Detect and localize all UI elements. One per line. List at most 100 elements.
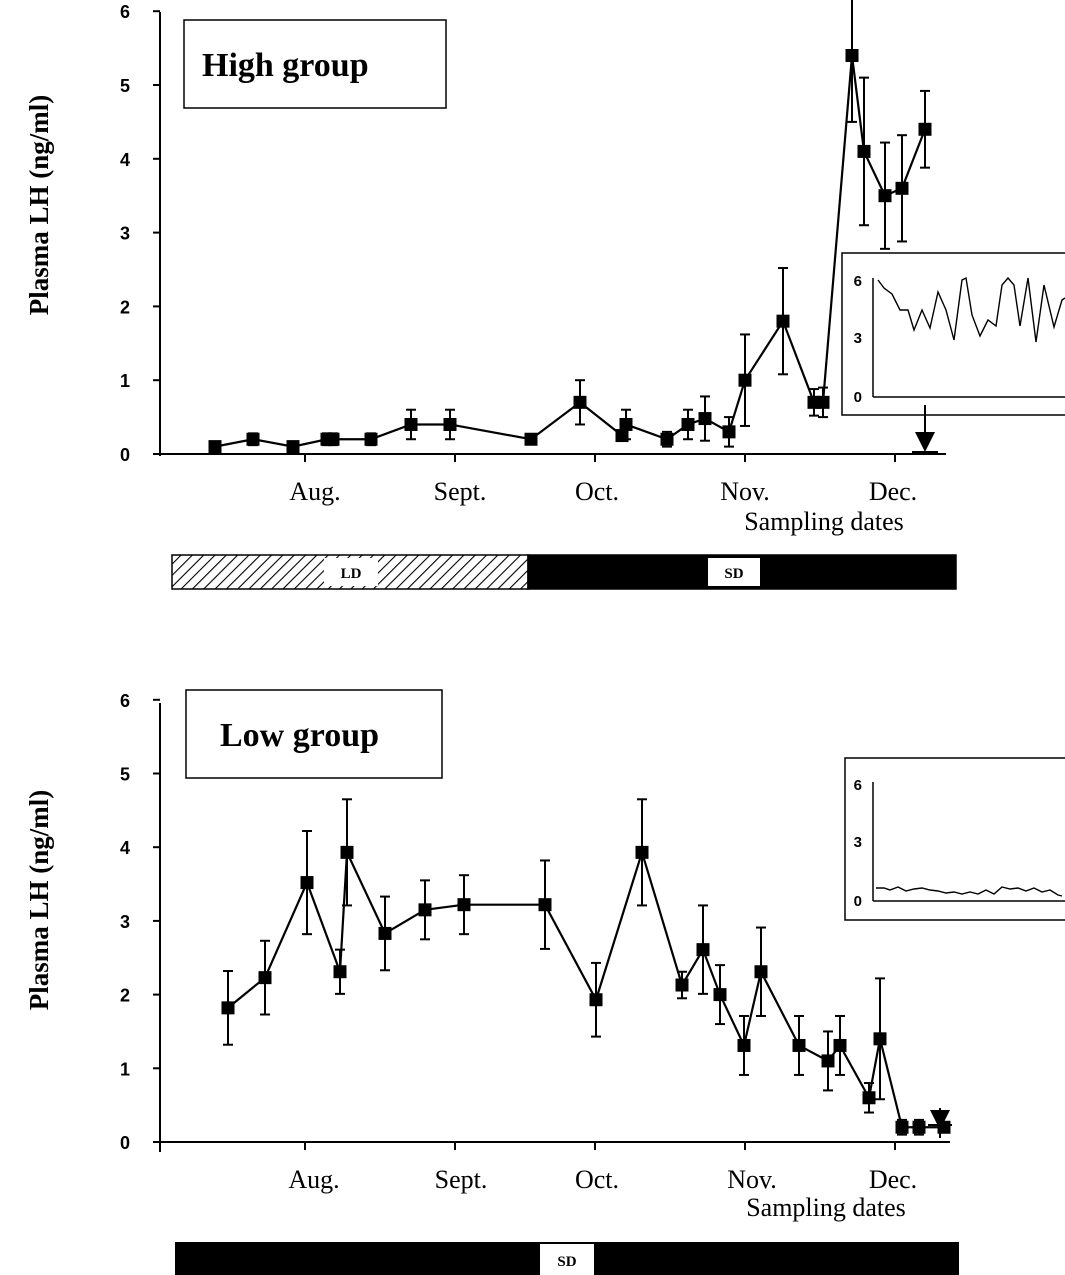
x-tick-label: Oct. [575,477,619,506]
x-tick-labels: Aug. Sept. Oct. Nov. Dec. [289,454,917,506]
data-point [696,943,710,957]
x-tick-label: Oct. [575,1165,619,1194]
data-point [457,898,471,912]
y-tick-label: 0 [120,1133,130,1153]
data-point [404,417,418,431]
x-tick-labels: Aug. Sept. Oct. Nov. Dec. [288,1142,917,1194]
data-point [873,1032,887,1046]
data-point [895,181,909,195]
group-label: Low group [220,717,379,754]
series-line [227,848,944,1129]
data-point [340,845,354,859]
sd-label: SD [724,566,743,582]
y-tick-label: 3 [120,224,130,244]
high-group-panel: Plasma LH (ng/ml) 0 1 2 3 4 5 6 Aug. Sept. Oct. N… [24,0,1065,590]
y-tick-label: 3 [120,912,130,932]
low-group-panel: Plasma LH (ng/ml) 0 1 2 3 4 5 6 Aug. Sept. Oct. N… [24,689,1065,1275]
group-label: High group [202,47,369,84]
data-point [418,903,432,917]
data-point [573,395,587,409]
data-point [660,432,674,446]
data-point [698,412,712,426]
axes [159,703,950,1152]
x-tick-label: Nov. [727,1165,777,1194]
photoperiod-bar: SD [175,1242,959,1275]
inset-trace [877,276,1065,343]
y-tick-label: 0 [120,445,130,465]
y-axis-label: Plasma LH (ng/ml) [24,95,54,316]
data-point [792,1038,806,1052]
y-tick-label: 5 [120,76,130,96]
sd-label: SD [557,1254,576,1270]
data-point [675,978,689,992]
sd-label-box [540,1244,594,1275]
data-point [681,417,695,431]
data-point [821,1054,835,1068]
inset-tick-6: 6 [854,273,862,290]
data-point [538,898,552,912]
inset-frame [841,252,1065,416]
x-tick-label: Aug. [288,1165,339,1194]
data-point [754,965,768,979]
data-point [221,1001,235,1015]
data-point [776,314,790,328]
data-point [378,926,392,940]
data-point [738,373,752,387]
data-point [300,876,314,890]
x-tick-label: Nov. [720,477,770,506]
y-tick-labels: 0 1 2 3 4 5 6 [120,2,160,465]
y-tick-label: 4 [120,838,130,858]
data-point [912,1120,926,1134]
group-label-box [183,19,447,109]
data-point [286,440,300,454]
data-point [816,395,830,409]
ld-label: LD [341,566,362,582]
inset-frame [844,757,1065,921]
x-tick-label: Dec. [869,1165,917,1194]
data-point [246,432,260,446]
data-point [713,988,727,1002]
x-tick-label: Sept. [434,477,487,506]
sd-label-box [708,558,760,586]
data-point [619,417,633,431]
inset-tick-3: 3 [854,330,862,347]
y-tick-label: 2 [120,297,130,317]
data-point [722,425,736,439]
y-tick-label: 1 [120,1059,130,1079]
y-tick-label: 1 [120,371,130,391]
data-point [918,122,932,136]
data-point [326,432,340,446]
data-point [524,432,538,446]
data-point [258,971,272,985]
data-point [333,965,347,979]
y-tick-label: 6 [120,2,130,22]
data-point [895,1120,909,1134]
data-point [833,1038,847,1052]
data-point [862,1091,876,1105]
x-tick-label: Sept. [435,1165,488,1194]
data-point [845,48,859,62]
y-tick-labels: 0 1 2 3 4 5 6 [120,691,160,1153]
photoperiod-bar: LD SD [171,554,957,590]
data-point [208,440,222,454]
arrow-marker [912,405,938,453]
data-point [878,189,892,203]
inset-tick-0: 0 [854,389,862,406]
ld-label-box [324,558,378,586]
series-low [221,798,951,1136]
y-tick-label: 5 [120,765,130,785]
series-high [208,0,932,454]
y-tick-label: 4 [120,150,130,170]
y-axis-label: Plasma LH (ng/ml) [24,790,54,1011]
y-tick-label: 2 [120,986,130,1006]
x-axis-label: Sampling dates [744,507,904,536]
x-axis-label: Sampling dates [746,1193,906,1222]
x-tick-label: Aug. [289,477,340,506]
data-point [857,144,871,158]
data-point [443,417,457,431]
x-tick-label: Dec. [869,477,917,506]
data-point [589,993,603,1007]
group-label-box [185,689,443,779]
data-point [635,845,649,859]
